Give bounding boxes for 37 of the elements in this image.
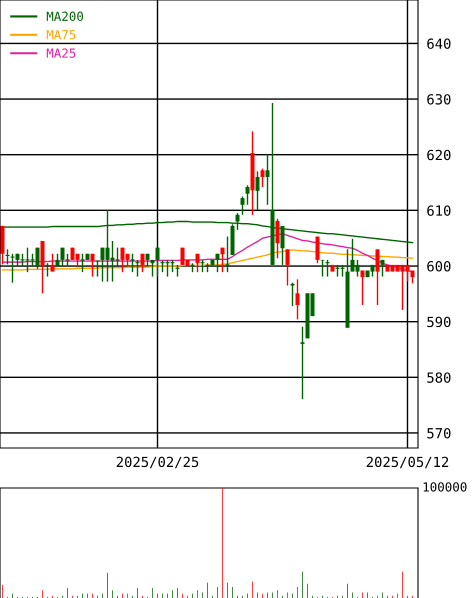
y-tick-label: 610 <box>427 205 451 216</box>
candlestick <box>260 168 264 188</box>
candlestick <box>156 246 160 278</box>
text: 100000 <box>424 482 467 492</box>
candlestick <box>176 264 180 278</box>
y-tick-label: 580 <box>427 372 451 383</box>
x-tick-label: 2025/02/25 <box>116 456 198 468</box>
y-tick-label: 620 <box>427 150 451 160</box>
candlestick <box>140 253 144 273</box>
candlestick <box>276 218 280 259</box>
y-tick-label: 590 <box>427 316 451 328</box>
candlestick <box>90 253 94 278</box>
legend-label: MA200 <box>46 12 84 21</box>
candlestick <box>220 246 224 273</box>
x-tick-label: 2025/05/12 <box>366 456 448 468</box>
candlestick <box>360 270 364 306</box>
candlestick <box>316 236 320 264</box>
candlestick <box>296 278 300 320</box>
y-tick-label: 600 <box>427 261 451 272</box>
candlestick <box>376 248 380 306</box>
candlestick <box>246 184 250 206</box>
candlestick <box>286 248 290 286</box>
y-tick-label: 640 <box>427 38 451 49</box>
candlestick <box>50 253 54 272</box>
legend-label: MA25 <box>46 48 76 58</box>
y-tick-label: 630 <box>427 94 451 105</box>
candlestick <box>380 259 384 278</box>
candlestick <box>266 153 270 206</box>
candlestick <box>196 253 200 273</box>
candlestick <box>150 259 154 278</box>
legend-label: MA75 <box>46 30 76 40</box>
candlestick <box>240 196 244 216</box>
candlestick <box>146 253 150 267</box>
candlestick <box>56 253 60 267</box>
candlestick <box>256 170 260 212</box>
candlestick <box>216 253 220 273</box>
y-tick-label: 570 <box>427 428 451 438</box>
